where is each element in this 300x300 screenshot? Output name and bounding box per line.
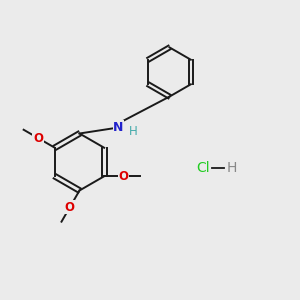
Text: H: H bbox=[226, 161, 237, 175]
Text: N: N bbox=[113, 121, 124, 134]
Text: O: O bbox=[65, 201, 75, 214]
Text: Cl: Cl bbox=[196, 161, 210, 175]
Text: H: H bbox=[128, 124, 137, 138]
Text: O: O bbox=[33, 131, 43, 145]
Text: O: O bbox=[119, 170, 129, 183]
